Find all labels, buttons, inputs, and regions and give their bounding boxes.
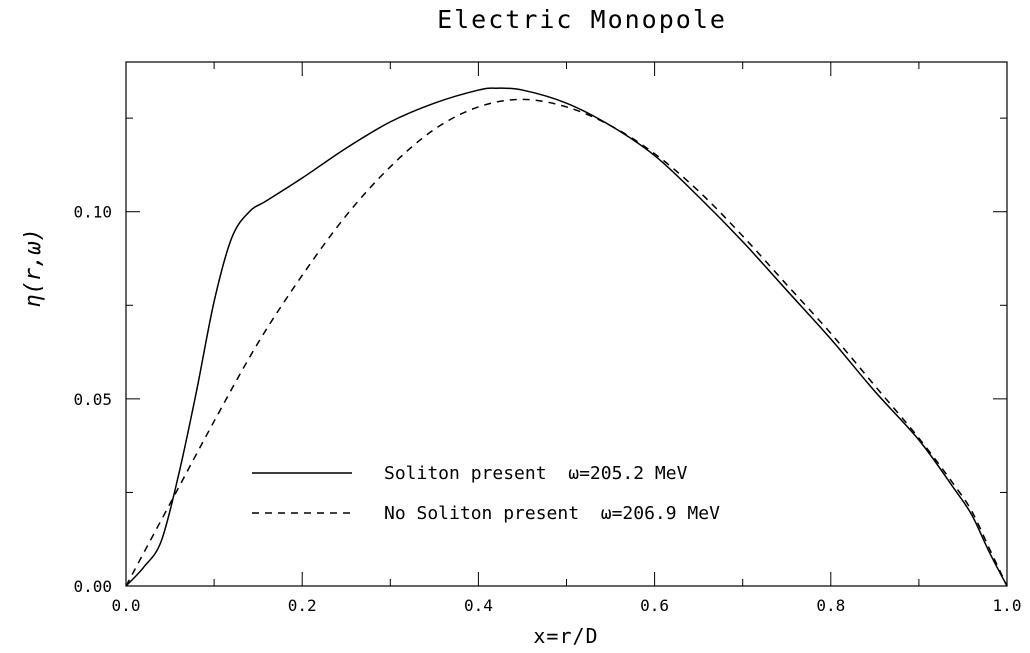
legend-label-no-soliton: No Soliton present ω=206.9 MeV <box>384 503 720 524</box>
series-line-soliton-present <box>125 87 1008 587</box>
x-tick-label: 0.2 <box>288 596 317 615</box>
series-line-no-soliton <box>125 98 1008 587</box>
tick-labels: 0.0 0.2 0.4 0.6 0.8 1.0 0.00 0.05 0.10 <box>73 203 1021 615</box>
x-tick-label: 0.4 <box>464 596 493 615</box>
x-tick-label: 0.0 <box>112 596 141 615</box>
y-tick-label: 0.05 <box>73 390 112 409</box>
x-tick-label: 1.0 <box>993 596 1022 615</box>
y-axis-label: η(r,ω) <box>21 228 46 307</box>
chart-title: Electric Monopole <box>437 5 727 34</box>
x-tick-label: 0.6 <box>640 596 669 615</box>
x-axis-label: x=r/D <box>533 624 598 648</box>
y-tick-label: 0.10 <box>73 203 112 222</box>
x-tick-label: 0.8 <box>816 596 845 615</box>
legend: Soliton present ω=205.2 MeV No Soliton pr… <box>252 463 720 524</box>
series-lines <box>125 87 1008 587</box>
axis-ticks <box>125 62 1008 587</box>
y-tick-label: 0.00 <box>73 577 112 596</box>
legend-label-soliton-present: Soliton present ω=205.2 MeV <box>384 463 688 484</box>
